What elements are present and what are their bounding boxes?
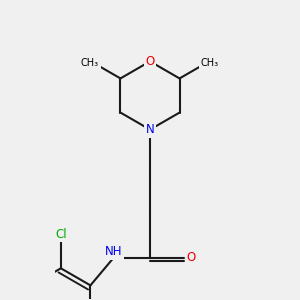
Text: N: N	[146, 123, 154, 136]
Text: O: O	[146, 55, 154, 68]
Text: NH: NH	[105, 245, 122, 258]
Text: O: O	[187, 251, 196, 264]
Text: Cl: Cl	[55, 228, 67, 241]
Text: CH₃: CH₃	[81, 58, 99, 68]
Text: CH₃: CH₃	[201, 58, 219, 68]
